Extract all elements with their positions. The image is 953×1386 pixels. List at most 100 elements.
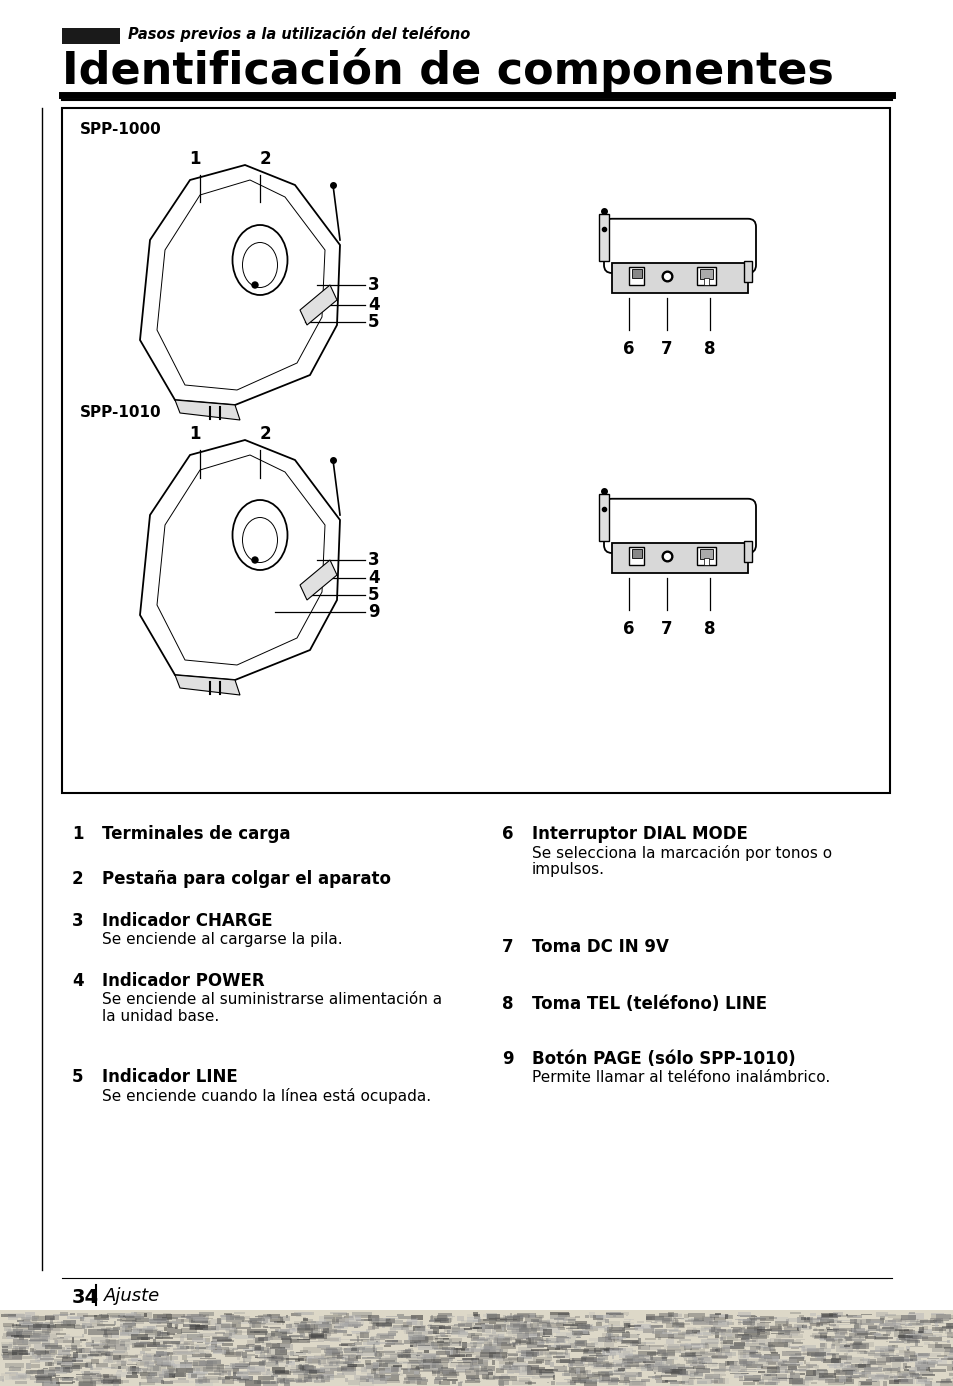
- Bar: [216, 1339, 233, 1342]
- Bar: [862, 1371, 864, 1375]
- Bar: [671, 1369, 680, 1375]
- Bar: [1, 1342, 16, 1347]
- Bar: [843, 1361, 850, 1364]
- Bar: [603, 1365, 613, 1368]
- Bar: [700, 1339, 718, 1344]
- Bar: [309, 1368, 329, 1374]
- Bar: [737, 1333, 743, 1336]
- Bar: [682, 1371, 699, 1375]
- Bar: [816, 1318, 832, 1319]
- Bar: [478, 1340, 491, 1342]
- Bar: [908, 1313, 914, 1314]
- Bar: [789, 1369, 792, 1372]
- Bar: [483, 1340, 492, 1346]
- Bar: [89, 1349, 104, 1353]
- Bar: [30, 1336, 39, 1339]
- Bar: [307, 1369, 322, 1374]
- Bar: [274, 1369, 289, 1374]
- Bar: [319, 1367, 323, 1372]
- Bar: [655, 1329, 666, 1335]
- Bar: [131, 1367, 136, 1371]
- Bar: [813, 1328, 817, 1331]
- Bar: [428, 1319, 440, 1322]
- Bar: [488, 1335, 497, 1337]
- Bar: [157, 1346, 172, 1347]
- Bar: [697, 266, 715, 286]
- Bar: [271, 1357, 282, 1362]
- Bar: [182, 1354, 187, 1360]
- Bar: [269, 1357, 283, 1361]
- Bar: [594, 1342, 602, 1347]
- Bar: [631, 269, 641, 277]
- Bar: [748, 1361, 754, 1364]
- Bar: [761, 1374, 771, 1376]
- Bar: [509, 1324, 519, 1325]
- Bar: [837, 1371, 853, 1375]
- Bar: [415, 1367, 424, 1369]
- Bar: [223, 1333, 232, 1336]
- Bar: [236, 1371, 248, 1378]
- Bar: [950, 1336, 953, 1337]
- Bar: [232, 1328, 251, 1329]
- Bar: [742, 1319, 751, 1325]
- Bar: [887, 1314, 901, 1318]
- Bar: [30, 1371, 34, 1374]
- Bar: [297, 1328, 313, 1333]
- Bar: [572, 1331, 588, 1335]
- Bar: [794, 1368, 805, 1371]
- Bar: [628, 266, 643, 286]
- Bar: [444, 1349, 459, 1354]
- Bar: [161, 1364, 173, 1367]
- Bar: [659, 1333, 677, 1336]
- Bar: [770, 1351, 778, 1354]
- Bar: [435, 1378, 446, 1380]
- Bar: [159, 1374, 169, 1378]
- Bar: [620, 1362, 623, 1365]
- Bar: [789, 1374, 800, 1379]
- Bar: [117, 1367, 121, 1369]
- Bar: [883, 1321, 895, 1326]
- Bar: [435, 1339, 443, 1342]
- Bar: [475, 1324, 484, 1325]
- Bar: [242, 1351, 247, 1358]
- Bar: [753, 1326, 761, 1331]
- Bar: [857, 1364, 864, 1368]
- Bar: [822, 1376, 834, 1379]
- Bar: [122, 1326, 138, 1331]
- Bar: [878, 1367, 882, 1369]
- Bar: [660, 1318, 670, 1322]
- Bar: [316, 1374, 321, 1379]
- Bar: [833, 1369, 852, 1375]
- Bar: [526, 1369, 541, 1375]
- Bar: [697, 1365, 706, 1369]
- Bar: [355, 1325, 359, 1328]
- Bar: [446, 1354, 465, 1357]
- Bar: [931, 1335, 941, 1337]
- Bar: [321, 1322, 329, 1325]
- Bar: [63, 1319, 76, 1324]
- Bar: [155, 1357, 171, 1361]
- Bar: [669, 1380, 678, 1386]
- Bar: [883, 1368, 891, 1374]
- Bar: [555, 1382, 575, 1385]
- Bar: [458, 1331, 464, 1332]
- Bar: [897, 1335, 912, 1337]
- Bar: [489, 1335, 493, 1337]
- Bar: [820, 1333, 826, 1339]
- Bar: [263, 1350, 269, 1353]
- Bar: [143, 1353, 147, 1356]
- Bar: [720, 1347, 730, 1354]
- Bar: [389, 1328, 395, 1332]
- Bar: [35, 1375, 51, 1379]
- Bar: [539, 1350, 557, 1356]
- Bar: [417, 1336, 433, 1340]
- Bar: [250, 1332, 268, 1333]
- Bar: [153, 1314, 172, 1319]
- Bar: [435, 1335, 446, 1337]
- Bar: [612, 1337, 622, 1342]
- Bar: [589, 1354, 608, 1356]
- Bar: [473, 1344, 476, 1350]
- Bar: [91, 1319, 103, 1322]
- Bar: [614, 1349, 620, 1350]
- Bar: [8, 1314, 26, 1318]
